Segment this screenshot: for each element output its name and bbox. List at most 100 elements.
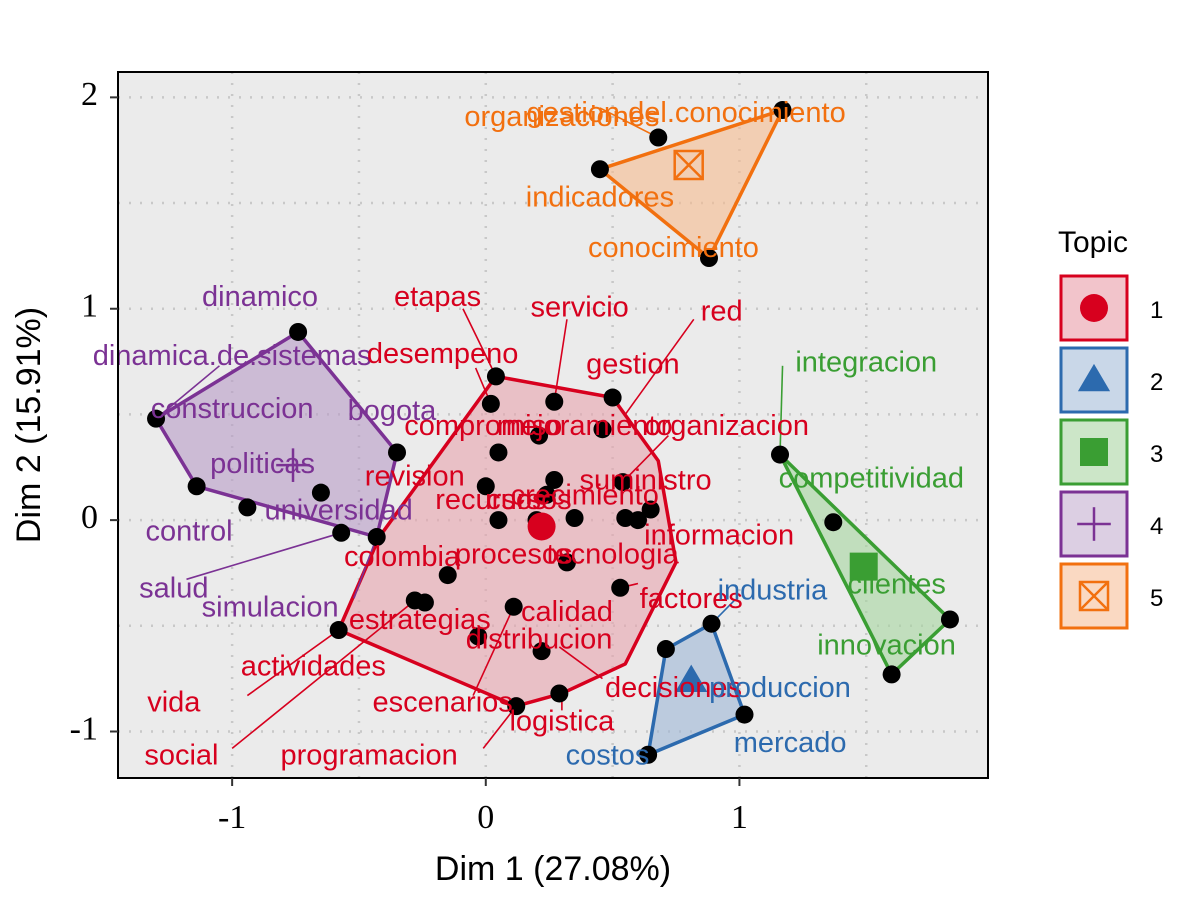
data-point bbox=[438, 566, 457, 585]
y-tick-label: 1 bbox=[81, 288, 98, 325]
data-point bbox=[489, 443, 508, 462]
centroid-topic-1 bbox=[527, 512, 556, 541]
point-label: gestion bbox=[586, 348, 680, 380]
leader-line bbox=[186, 532, 342, 581]
data-point bbox=[367, 528, 386, 547]
point-label: dinamica.de.sistemas bbox=[93, 340, 372, 372]
data-point bbox=[147, 409, 166, 428]
data-point bbox=[537, 485, 556, 504]
point-label: mercado bbox=[734, 727, 847, 759]
data-point bbox=[565, 509, 584, 528]
legend-label-topic-4: 4 bbox=[1150, 513, 1163, 540]
point-label: industria bbox=[718, 575, 828, 607]
label-leaders bbox=[155, 107, 784, 750]
symbol-box-diag-2 bbox=[673, 150, 704, 180]
point-label: bogota bbox=[348, 395, 438, 427]
leader-line bbox=[779, 365, 784, 455]
data-point bbox=[773, 101, 792, 120]
point-label: procesos bbox=[455, 539, 573, 571]
data-point bbox=[639, 745, 658, 764]
data-point bbox=[329, 621, 348, 640]
data-point bbox=[507, 697, 526, 716]
data-point bbox=[824, 513, 843, 532]
data-point bbox=[388, 443, 407, 462]
data-point bbox=[550, 684, 569, 703]
data-point bbox=[486, 367, 505, 386]
point-label: costos bbox=[566, 740, 650, 772]
point-label: vida bbox=[147, 687, 201, 719]
point-label: revision bbox=[365, 461, 465, 493]
data-point bbox=[289, 322, 308, 341]
data-point bbox=[940, 610, 959, 629]
point-label: social bbox=[144, 740, 218, 772]
point-label: estrategias bbox=[349, 604, 491, 636]
point-label: factores bbox=[640, 583, 743, 615]
data-point bbox=[882, 665, 901, 684]
symbol-circle bbox=[527, 512, 556, 541]
point-label: distribucion bbox=[466, 623, 613, 655]
centroid-topic-5 bbox=[673, 149, 704, 181]
data-point bbox=[611, 578, 630, 597]
data-point bbox=[545, 392, 564, 411]
symbol-box-diag-2 bbox=[1079, 581, 1109, 611]
y-tick-label: 2 bbox=[81, 76, 98, 113]
point-label: control bbox=[145, 515, 232, 547]
leader-line bbox=[353, 536, 378, 599]
point-label: red bbox=[701, 296, 743, 328]
point-label: produccion bbox=[709, 672, 851, 704]
data-point bbox=[530, 426, 549, 445]
symbol-triangle bbox=[1077, 363, 1111, 392]
cluster-hull-topic-4 bbox=[154, 330, 399, 539]
point-label: indicadores bbox=[526, 181, 674, 213]
point-label: actividades bbox=[241, 651, 386, 683]
x-tick-label: 1 bbox=[731, 799, 748, 836]
point-label: mejoramiento bbox=[497, 410, 673, 442]
point-label: informacion bbox=[644, 520, 794, 552]
legend-symbol-topic-5 bbox=[1078, 580, 1110, 612]
data-point bbox=[593, 420, 612, 439]
centroid-topic-4 bbox=[276, 448, 310, 482]
legend-symbol-topic-4 bbox=[1077, 507, 1111, 541]
data-point bbox=[628, 511, 647, 530]
data-point bbox=[771, 445, 790, 464]
point-label: integracion bbox=[795, 346, 937, 378]
leader-line bbox=[553, 319, 568, 402]
symbol-square bbox=[1080, 438, 1108, 466]
point-label: etapas bbox=[394, 281, 481, 313]
point-label: salud bbox=[139, 573, 208, 605]
data-point bbox=[415, 593, 434, 612]
data-point bbox=[489, 511, 508, 530]
leader-line bbox=[558, 646, 603, 680]
point-label: tecnologia bbox=[546, 539, 679, 571]
legend-symbol-topic-1 bbox=[1080, 294, 1108, 322]
data-point bbox=[603, 388, 622, 407]
legend-title: Topic bbox=[1058, 226, 1128, 259]
point-label: suministro bbox=[580, 465, 712, 497]
point-label: universidad bbox=[265, 494, 413, 526]
point-label: decisiones bbox=[605, 672, 742, 704]
point-label: programacion bbox=[280, 740, 457, 772]
y-axis-title: Dim 2 (15.91%) bbox=[10, 307, 48, 543]
cluster-centroids bbox=[276, 149, 878, 692]
data-point bbox=[504, 597, 523, 616]
centroid-topic-2 bbox=[675, 664, 708, 692]
data-point bbox=[702, 614, 721, 633]
symbol-square bbox=[849, 552, 878, 581]
point-label: dinamico bbox=[202, 281, 318, 313]
data-point bbox=[649, 128, 668, 147]
point-label: competitividad bbox=[779, 463, 964, 495]
x-axis-title: Dim 1 (27.08%) bbox=[435, 850, 671, 888]
point-label: logistica bbox=[509, 706, 615, 738]
legend-label-topic-3: 3 bbox=[1150, 441, 1163, 468]
point-label: crecimiento bbox=[511, 480, 659, 512]
data-point bbox=[613, 473, 632, 492]
data-point bbox=[590, 160, 609, 179]
data-point bbox=[641, 500, 660, 519]
point-label: compromiso bbox=[404, 410, 562, 442]
legend-symbol-topic-2 bbox=[1077, 363, 1111, 392]
symbol-circle bbox=[1080, 294, 1108, 322]
data-point bbox=[311, 483, 330, 502]
leader-line bbox=[622, 435, 669, 483]
